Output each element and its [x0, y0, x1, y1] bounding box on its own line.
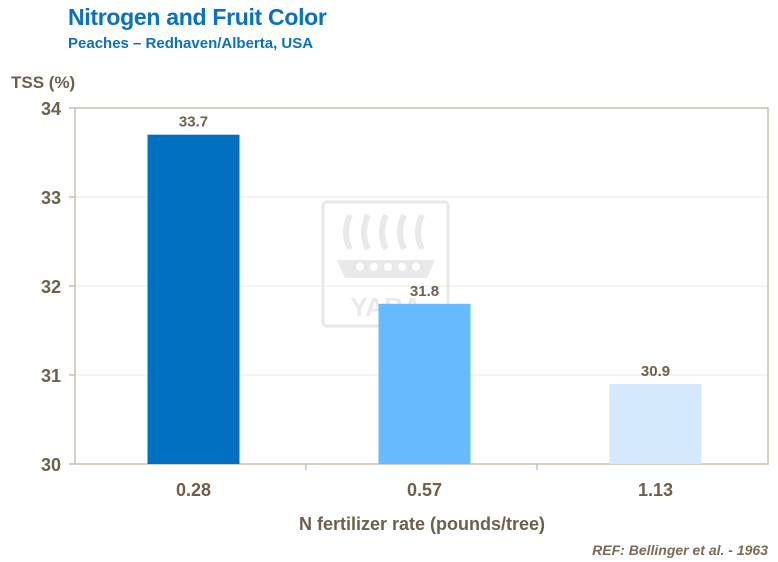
- x-tick-label: 0.28: [176, 480, 211, 500]
- chart-subtitle: Peaches – Redhaven/Alberta, USA: [68, 35, 314, 52]
- data-label: 33.7: [179, 114, 208, 131]
- x-axis-label: N fertilizer rate (pounds/tree): [299, 514, 545, 534]
- y-axis-label: TSS (%): [11, 73, 75, 92]
- data-label: 30.9: [641, 363, 670, 380]
- y-tick-label: 33: [41, 188, 61, 208]
- chart-title: Nitrogen and Fruit Color: [68, 4, 327, 30]
- x-tick-label: 1.13: [638, 480, 673, 500]
- y-tick-label: 31: [41, 366, 61, 386]
- bar: [609, 383, 702, 464]
- y-tick-label: 34: [41, 99, 61, 119]
- reference-note: REF: Bellinger et al. - 1963: [592, 542, 768, 558]
- bar: [378, 303, 471, 464]
- y-tick-label: 32: [41, 277, 61, 297]
- x-tick-label: 0.57: [407, 480, 442, 500]
- data-label: 31.8: [410, 283, 439, 300]
- y-tick-label: 30: [41, 455, 61, 475]
- bar: [147, 134, 240, 464]
